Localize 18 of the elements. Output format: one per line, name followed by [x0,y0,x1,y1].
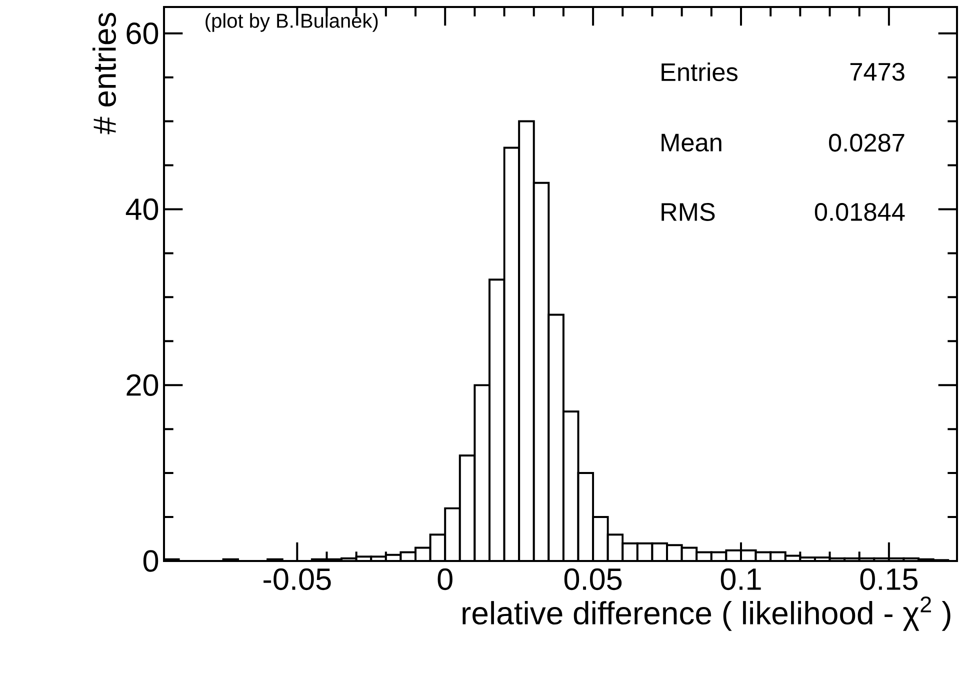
x-tick-label: -0.05 [264,568,331,590]
annotation: Entries [662,62,738,82]
y-tick-label: 0 [143,550,158,572]
annotation: 7473 [850,62,904,81]
y-tick-label: 40 [126,198,158,220]
x-tick-label: 0.05 [564,568,622,590]
annotation: 0.01844 [814,203,905,221]
x-axis-title: relative difference ( likelihood - χ$^{2}$ ) [462,596,950,631]
annotation: 0.0287 [829,134,904,152]
x-tick-label: 0.1 [720,568,761,590]
y-axis-title: # entries [92,12,116,134]
y-tick-label: 60 [126,22,158,44]
annotation: (plot by B. Bulanek) [206,13,378,32]
x-tick-label: 0.15 [860,568,918,590]
annotation: RMS [662,203,715,221]
x-tick-label: 0 [438,568,452,590]
y-tick-label: 20 [126,374,158,396]
annotation: Mean [662,134,722,152]
